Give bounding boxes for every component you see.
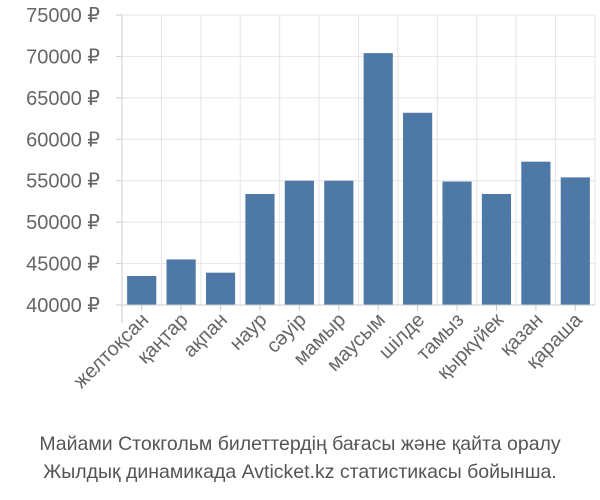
y-tick-label-0: 40000 ₽ xyxy=(26,295,100,317)
x-tick-label-2: ақпан xyxy=(179,309,232,362)
y-axis: 40000 ₽ 45000 ₽ 50000 ₽ 55000 ₽ 60000 ₽ 65000… xyxy=(26,5,123,323)
x-axis: желтоқсанқаңтарақпаннаурсәуірмамырмаусым… xyxy=(69,304,595,393)
bar-11 xyxy=(560,177,590,305)
y-tick-label-4: 60000 ₽ xyxy=(26,129,100,151)
y-tick-label-7: 75000 ₽ xyxy=(26,5,100,27)
bar-chart: 40000 ₽ 45000 ₽ 50000 ₽ 55000 ₽ 60000 ₽ 65000… xyxy=(26,5,596,393)
chart-caption-line-1: Майами Стокгольм билеттердің бағасы және… xyxy=(39,433,561,455)
y-tick-label-5: 65000 ₽ xyxy=(26,88,100,110)
x-tick-label-3: наур xyxy=(226,309,272,355)
y-tick-label-6: 70000 ₽ xyxy=(26,46,100,68)
bar-8 xyxy=(442,181,472,305)
bar-2 xyxy=(205,272,236,305)
bar-1 xyxy=(166,259,196,305)
bar-6 xyxy=(363,53,393,305)
bar-10 xyxy=(521,161,551,305)
bar-9 xyxy=(481,193,512,305)
grid-lines xyxy=(121,14,596,306)
bar-3 xyxy=(245,193,275,305)
bar-0 xyxy=(127,276,157,305)
bar-5 xyxy=(324,180,354,305)
bar-4 xyxy=(284,180,314,305)
y-tick-label-1: 45000 ₽ xyxy=(26,254,100,276)
y-tick-label-3: 55000 ₽ xyxy=(26,171,100,193)
y-tick-label-2: 50000 ₽ xyxy=(26,212,100,234)
bar-7 xyxy=(403,112,433,306)
chart-caption-line-2: Жылдық динамикада Avticket.kz статистика… xyxy=(43,461,557,483)
bars xyxy=(127,53,590,306)
